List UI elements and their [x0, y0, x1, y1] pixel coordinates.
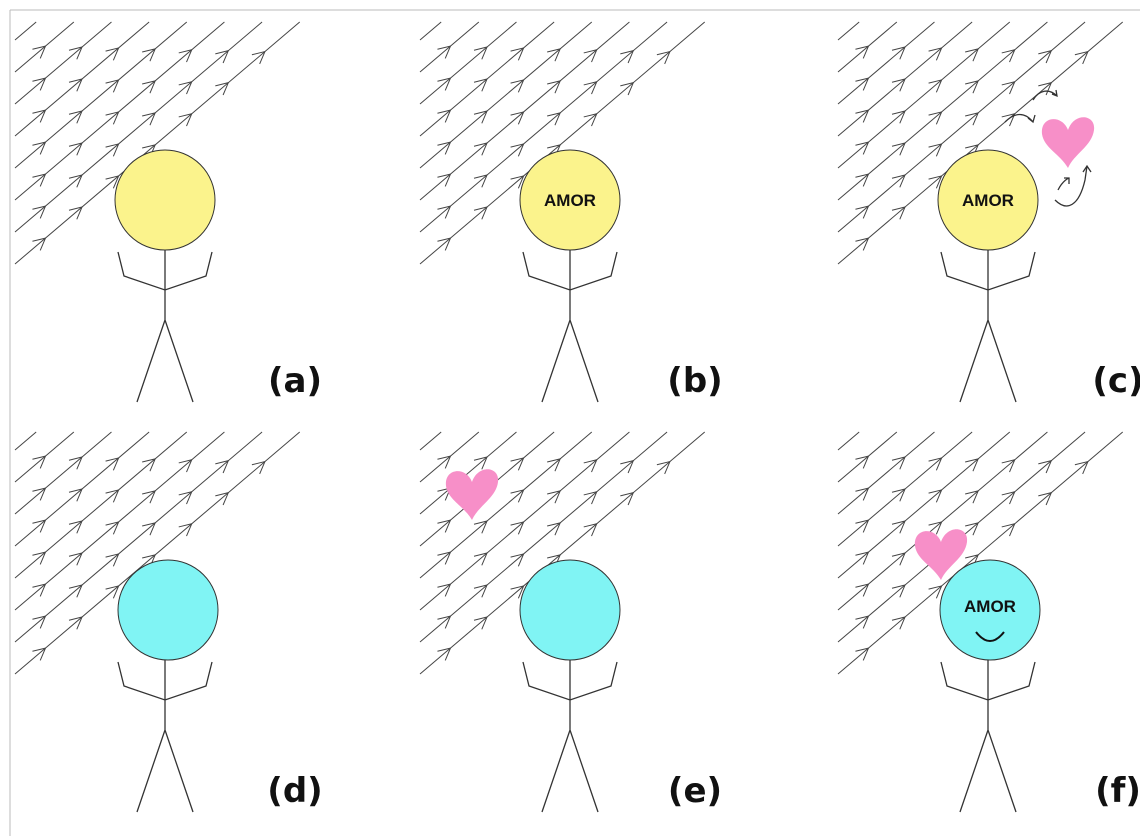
- head: [939, 559, 1041, 661]
- head: [117, 559, 219, 661]
- stick-figure: [117, 249, 213, 403]
- smile: [975, 631, 1005, 642]
- heart: [445, 469, 499, 520]
- stick-figure: [940, 249, 1036, 403]
- stick-figure: [940, 659, 1036, 813]
- panel-label: (d): [267, 771, 322, 811]
- panel: AMOR (b): [419, 21, 723, 403]
- panel-label: (b): [667, 361, 722, 401]
- stick-figure: [522, 249, 618, 403]
- head-text: AMOR: [544, 191, 596, 210]
- panel-label: (c): [1092, 361, 1140, 401]
- head-text: AMOR: [964, 597, 1016, 616]
- head-text: AMOR: [962, 191, 1014, 210]
- panel: (d): [14, 431, 323, 813]
- panel-label: (f): [1095, 771, 1140, 811]
- head: [519, 559, 621, 661]
- swirl-arrows: [1004, 89, 1092, 207]
- stick-figure: [522, 659, 618, 813]
- panel: (a): [14, 21, 322, 403]
- panel: AMOR (f): [837, 431, 1140, 813]
- panel: AMOR (c): [837, 21, 1140, 403]
- stick-figure: [117, 659, 213, 813]
- panel-label: (a): [268, 361, 322, 401]
- panel: (e): [419, 431, 722, 813]
- head: [114, 149, 216, 251]
- panel-label: (e): [668, 771, 722, 811]
- heart: [1041, 117, 1095, 168]
